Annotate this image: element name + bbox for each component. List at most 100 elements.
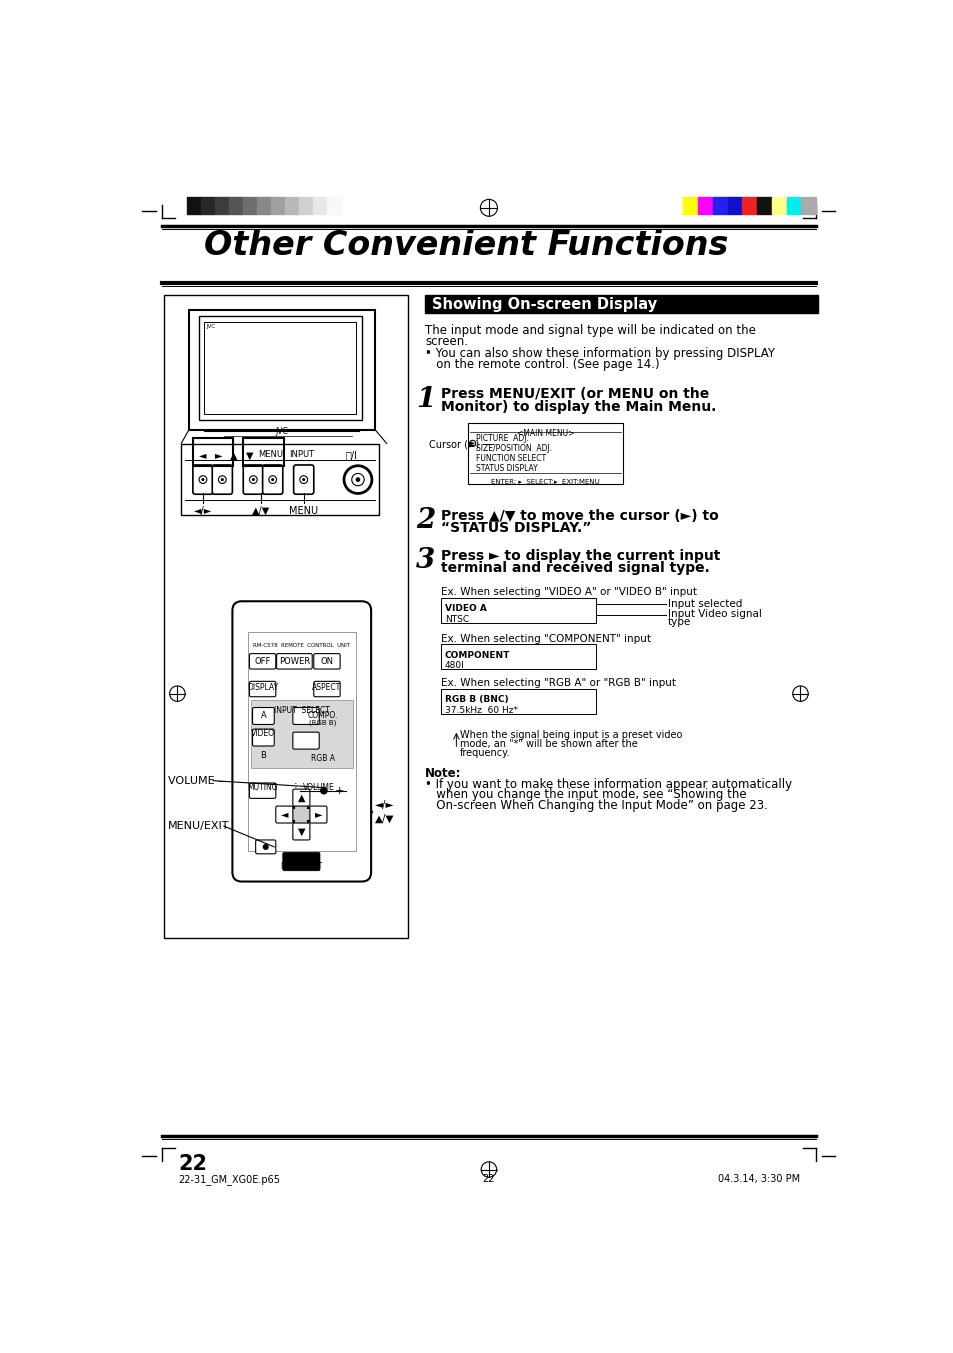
Text: ⏻/I: ⏻/I	[345, 451, 357, 460]
Circle shape	[271, 478, 274, 482]
FancyBboxPatch shape	[212, 465, 233, 494]
Text: ▲/▼: ▲/▼	[375, 813, 395, 824]
Bar	[771, 198, 785, 214]
Bar	[712, 198, 727, 214]
Text: MUTING: MUTING	[247, 783, 277, 792]
Text: Cursor (►) ──: Cursor (►) ──	[429, 440, 494, 449]
Circle shape	[263, 844, 268, 850]
Text: B: B	[260, 751, 266, 760]
Text: • If you want to make these information appear automatically: • If you want to make these information …	[425, 778, 792, 790]
Text: 22: 22	[482, 1174, 495, 1184]
Text: RGB B (BNC): RGB B (BNC)	[444, 695, 508, 704]
FancyBboxPatch shape	[253, 708, 274, 724]
FancyBboxPatch shape	[262, 465, 282, 494]
Text: 37.5kHz  60 Hz*: 37.5kHz 60 Hz*	[444, 706, 517, 714]
Bar	[313, 198, 327, 214]
Text: ►: ►	[470, 441, 475, 446]
Text: MENU: MENU	[289, 506, 318, 515]
Bar	[243, 438, 283, 465]
Text: JVC: JVC	[275, 428, 288, 436]
Text: When the signal being input is a preset video: When the signal being input is a preset …	[459, 729, 682, 740]
Bar	[468, 422, 622, 484]
Text: Press ▲/▼ to move the cursor (►) to: Press ▲/▼ to move the cursor (►) to	[440, 509, 718, 522]
Text: INPUT  SELECT: INPUT SELECT	[274, 706, 330, 714]
Text: Other Convenient Functions: Other Convenient Functions	[204, 230, 727, 262]
Bar	[193, 438, 233, 465]
Text: Ex. When selecting "VIDEO A" or "VIDEO B" input: Ex. When selecting "VIDEO A" or "VIDEO B…	[440, 587, 696, 598]
Bar	[187, 198, 201, 214]
Text: <MAIN MENU>: <MAIN MENU>	[517, 429, 574, 438]
Text: ◄/►: ◄/►	[375, 801, 395, 810]
Text: VIDEO A: VIDEO A	[444, 605, 486, 613]
Text: MENU/EXIT: MENU/EXIT	[280, 862, 322, 870]
Text: type: type	[667, 617, 691, 626]
Text: On-screen When Changing the Input Mode” on page 23.: On-screen When Changing the Input Mode” …	[425, 800, 767, 812]
FancyBboxPatch shape	[193, 465, 213, 494]
Text: ◄: ◄	[199, 451, 207, 460]
FancyBboxPatch shape	[314, 682, 340, 697]
Text: “STATUS DISPLAY.”: “STATUS DISPLAY.”	[440, 521, 591, 536]
Text: ◄: ◄	[280, 809, 288, 820]
Text: (RGB B): (RGB B)	[309, 720, 336, 727]
Text: VIDEO: VIDEO	[252, 729, 275, 739]
Bar	[440, 644, 596, 668]
Text: FUNCTION SELECT: FUNCTION SELECT	[476, 453, 545, 463]
Circle shape	[302, 478, 305, 482]
Text: ◄/►: ◄/►	[193, 506, 212, 515]
FancyBboxPatch shape	[249, 783, 275, 798]
Text: MENU/EXIT: MENU/EXIT	[168, 821, 230, 831]
Bar	[757, 198, 771, 214]
Text: • You can also show these information by pressing DISPLAY: • You can also show these information by…	[425, 348, 775, 360]
Text: ▼: ▼	[246, 451, 253, 460]
Polygon shape	[277, 790, 325, 839]
FancyBboxPatch shape	[249, 653, 275, 668]
Bar	[251, 700, 353, 767]
Text: COMPO.: COMPO.	[308, 712, 338, 721]
Text: Monitor) to display the Main Menu.: Monitor) to display the Main Menu.	[440, 399, 716, 414]
Bar	[698, 198, 712, 214]
Bar	[257, 198, 271, 214]
Text: ►: ►	[314, 809, 322, 820]
FancyBboxPatch shape	[293, 823, 310, 840]
Text: POWER: POWER	[278, 656, 310, 666]
Bar	[189, 310, 375, 429]
Text: ENTER: ▸  SELECT:▸  EXIT:MENU: ENTER: ▸ SELECT:▸ EXIT:MENU	[491, 479, 599, 484]
Text: 2: 2	[416, 507, 435, 534]
FancyBboxPatch shape	[314, 653, 340, 668]
Bar	[327, 198, 340, 214]
Text: Ex. When selecting "COMPONENT" input: Ex. When selecting "COMPONENT" input	[440, 633, 650, 644]
Text: mode, an "*" will be shown after the: mode, an "*" will be shown after the	[459, 739, 638, 750]
Text: STATUS DISPLAY: STATUS DISPLAY	[476, 464, 537, 472]
Text: OFF: OFF	[254, 656, 271, 666]
Text: screen.: screen.	[425, 334, 468, 348]
Text: Input selected: Input selected	[667, 599, 741, 609]
Text: VOLUME –: VOLUME –	[168, 775, 224, 786]
Bar	[229, 198, 243, 214]
Text: frequency.: frequency.	[459, 748, 510, 758]
Text: –: –	[304, 786, 310, 796]
Bar	[199, 317, 361, 421]
Bar	[682, 198, 698, 214]
FancyBboxPatch shape	[275, 806, 293, 823]
Text: SIZE/POSITION  ADJ.: SIZE/POSITION ADJ.	[476, 444, 551, 452]
Text: ON: ON	[320, 656, 334, 666]
Text: Ex. When selecting "RGB A" or "RGB B" input: Ex. When selecting "RGB A" or "RGB B" in…	[440, 678, 675, 689]
Text: 22: 22	[178, 1154, 207, 1174]
Bar	[727, 198, 741, 214]
Text: DISPLAY: DISPLAY	[247, 683, 278, 691]
Text: :: :	[294, 781, 297, 790]
Circle shape	[201, 478, 204, 482]
Text: MENU: MENU	[257, 451, 283, 459]
Bar	[243, 198, 257, 214]
FancyBboxPatch shape	[293, 732, 319, 750]
Text: on the remote control. (See page 14.): on the remote control. (See page 14.)	[425, 359, 659, 371]
Text: 04.3.14, 3:30 PM: 04.3.14, 3:30 PM	[717, 1174, 799, 1184]
Circle shape	[252, 478, 254, 482]
Bar	[741, 198, 757, 214]
Text: RGB A: RGB A	[311, 755, 335, 763]
Text: ▲: ▲	[230, 451, 237, 460]
Bar	[201, 198, 215, 214]
FancyBboxPatch shape	[253, 729, 274, 746]
Bar	[285, 198, 298, 214]
Bar	[801, 198, 815, 214]
